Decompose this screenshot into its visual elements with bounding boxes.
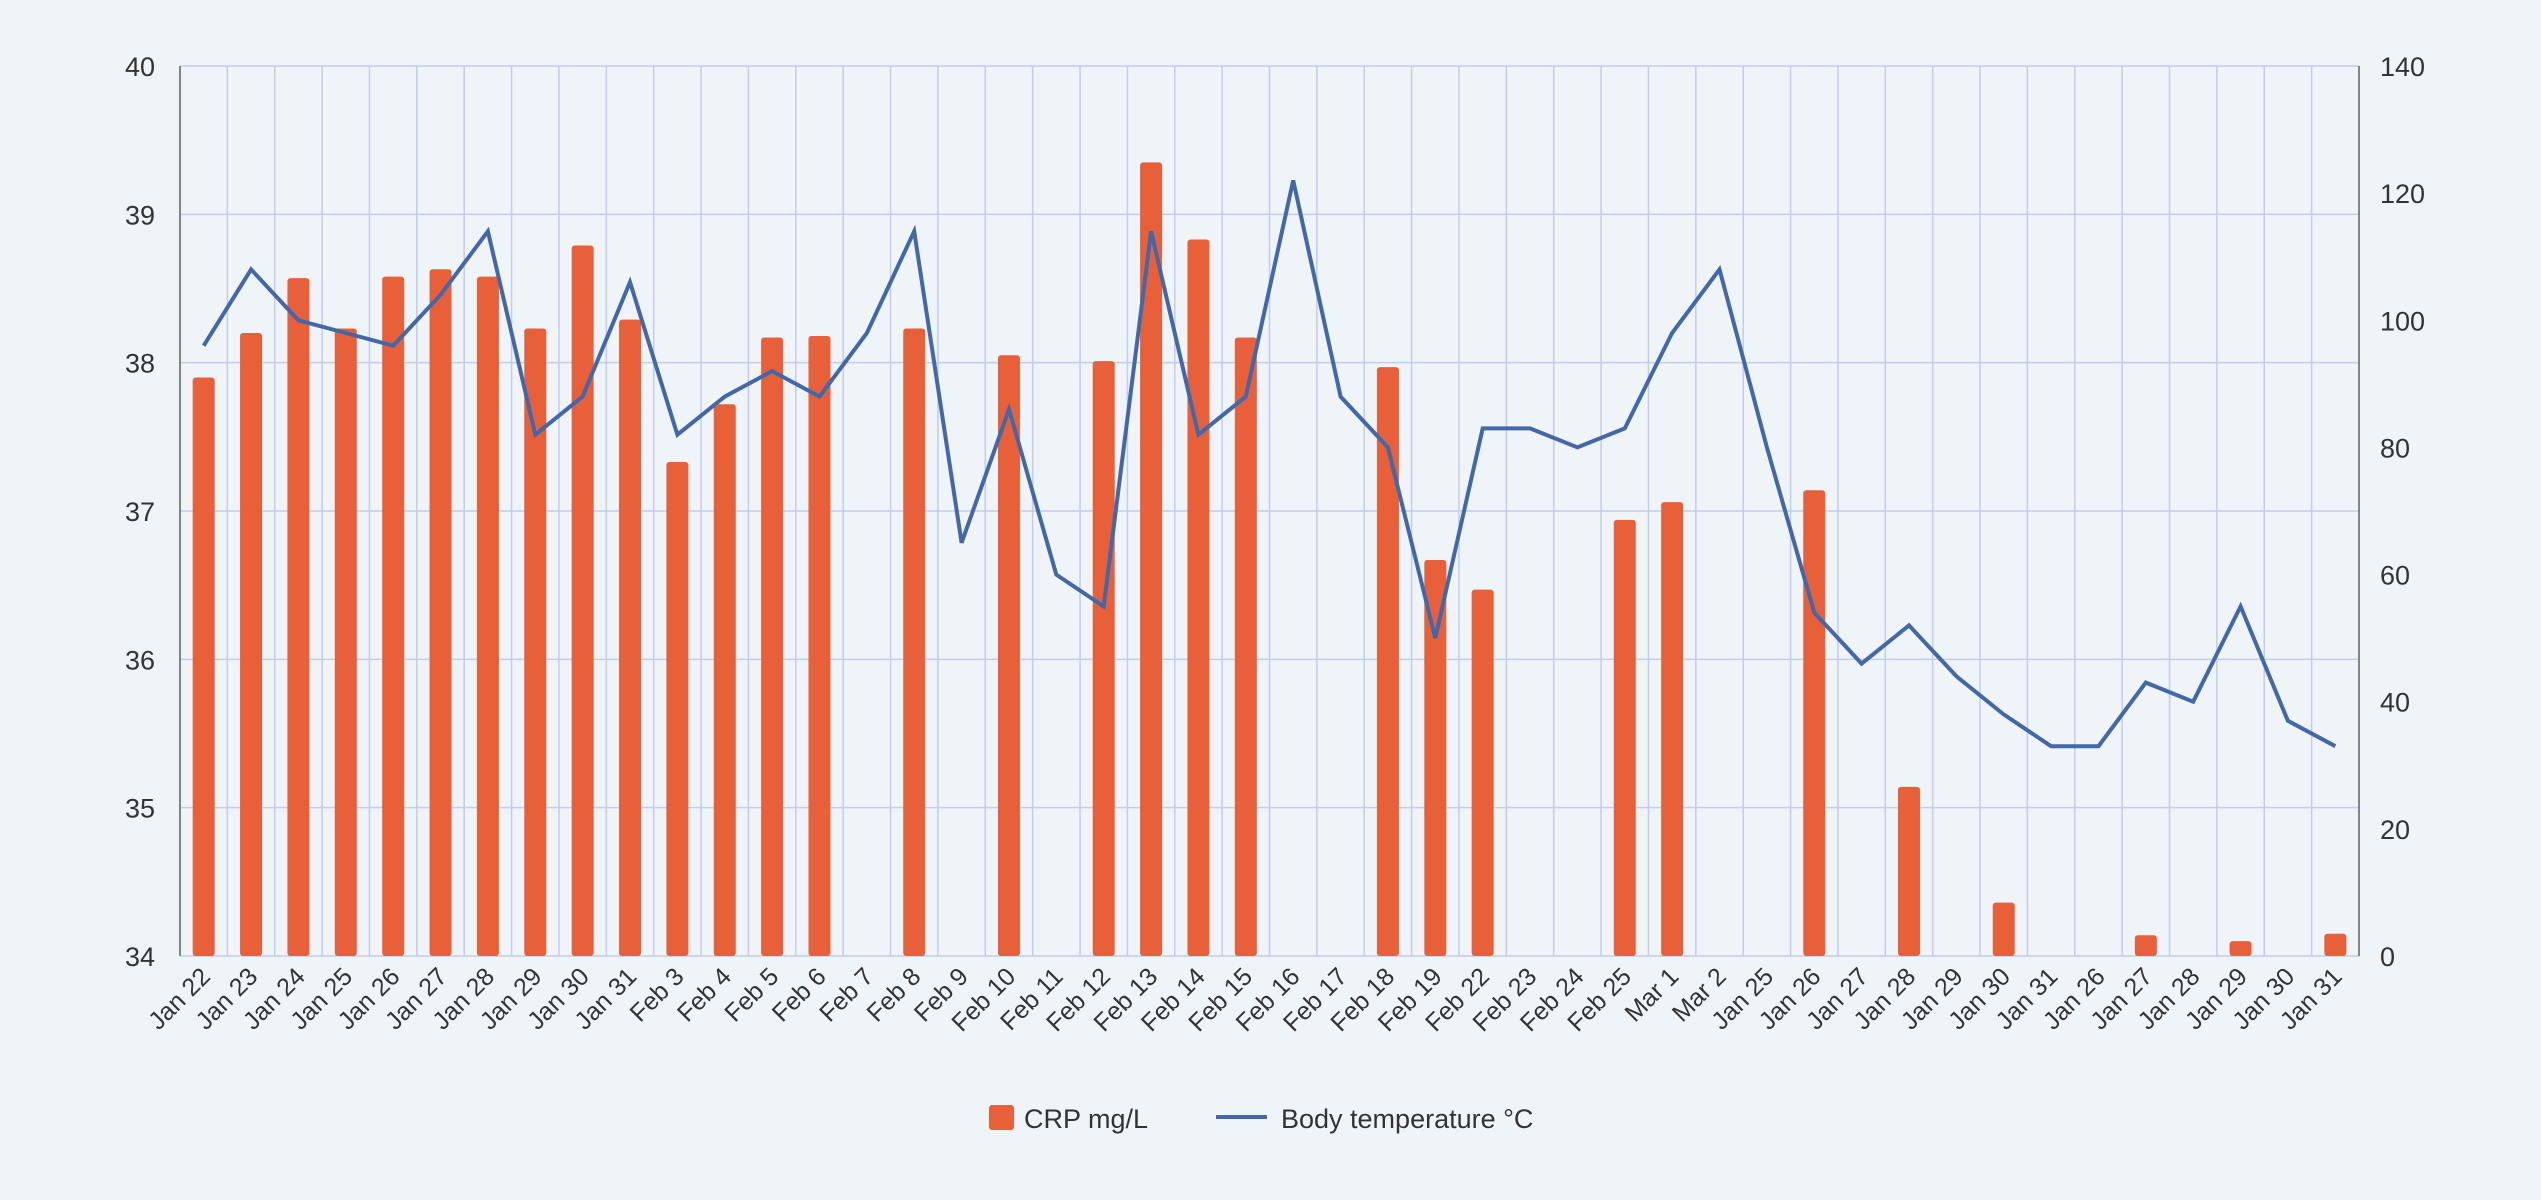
temperature-line bbox=[202, 179, 2337, 749]
legend: CRP mg/L Body temperature °C bbox=[989, 1104, 1533, 1134]
crp-bar bbox=[334, 328, 357, 956]
crp-bar bbox=[1471, 589, 1494, 956]
crp-bar bbox=[997, 355, 1020, 956]
x-tick-label: Mar 1 bbox=[1619, 962, 1684, 1027]
legend-swatch-crp bbox=[989, 1105, 1014, 1130]
y-tick-label-right: 60 bbox=[2380, 561, 2410, 591]
crp-bar bbox=[1992, 902, 2015, 956]
crp-bar bbox=[903, 328, 926, 956]
crp-bar bbox=[1092, 361, 1115, 956]
crp-bars bbox=[192, 162, 2347, 957]
crp-bar bbox=[619, 319, 642, 956]
crp-bar bbox=[1376, 367, 1399, 956]
crp-bar bbox=[713, 404, 736, 956]
x-tick-label: Feb 4 bbox=[672, 962, 737, 1027]
x-tick-label: Feb 5 bbox=[719, 962, 784, 1027]
crp-bar bbox=[666, 462, 689, 956]
crp-bar bbox=[1234, 337, 1257, 956]
y-tick-label-right: 120 bbox=[2380, 179, 2425, 209]
y-tick-label-left: 34 bbox=[125, 942, 155, 972]
y-tick-label-left: 40 bbox=[125, 52, 155, 82]
crp-bar bbox=[1187, 239, 1210, 957]
crp-bar bbox=[2324, 933, 2347, 956]
y-tick-label-left: 39 bbox=[125, 200, 155, 230]
crp-bar bbox=[2134, 935, 2157, 956]
x-tick-label: Feb 8 bbox=[861, 962, 926, 1027]
crp-bar bbox=[2229, 941, 2252, 956]
crp-bar bbox=[524, 328, 547, 956]
y-tick-label-right: 20 bbox=[2380, 815, 2410, 845]
legend-label-temperature: Body temperature °C bbox=[1281, 1104, 1533, 1134]
y-tick-label-right: 0 bbox=[2380, 942, 2395, 972]
y-tick-label-right: 40 bbox=[2380, 688, 2410, 718]
y-tick-label-left: 35 bbox=[125, 794, 155, 824]
crp-bar bbox=[1803, 490, 1826, 956]
crp-bar bbox=[1140, 162, 1163, 956]
y-tick-label-right: 80 bbox=[2380, 433, 2410, 463]
grid bbox=[179, 65, 2360, 957]
crp-bar bbox=[476, 276, 499, 957]
crp-bar bbox=[382, 276, 405, 957]
crp-bar bbox=[808, 335, 831, 956]
crp-bar bbox=[429, 269, 452, 956]
x-tick-label: Feb 7 bbox=[814, 962, 879, 1027]
crp-bar bbox=[571, 245, 594, 956]
y-tick-label-left: 36 bbox=[125, 645, 155, 675]
crp-bar bbox=[1661, 502, 1684, 956]
x-tick-label: Feb 3 bbox=[625, 962, 690, 1027]
y-tick-label-right: 140 bbox=[2380, 52, 2425, 82]
legend-label-crp: CRP mg/L bbox=[1024, 1104, 1148, 1134]
crp-bar bbox=[1424, 559, 1447, 956]
temperature-polyline bbox=[202, 179, 2337, 749]
crp-bar bbox=[1613, 519, 1636, 956]
crp-bar bbox=[192, 377, 215, 956]
crp-bar bbox=[1897, 786, 1920, 956]
crp-bar bbox=[761, 337, 784, 956]
y-tick-label-left: 38 bbox=[125, 349, 155, 379]
x-tick-label: Feb 6 bbox=[767, 962, 832, 1027]
crp-bar bbox=[240, 333, 263, 956]
y-tick-label-right: 100 bbox=[2380, 306, 2425, 336]
y-tick-label-left: 37 bbox=[125, 497, 155, 527]
crp-bar bbox=[287, 278, 310, 956]
